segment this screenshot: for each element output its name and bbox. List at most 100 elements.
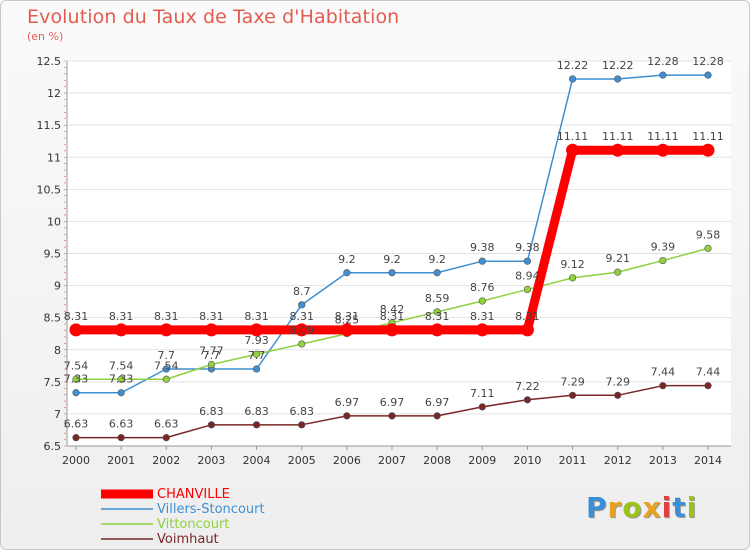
- data-label: 8.7: [293, 285, 311, 298]
- data-point: [298, 421, 306, 429]
- data-point: [614, 75, 622, 83]
- legend-label-vittoncourt: Vittoncourt: [157, 517, 230, 532]
- data-point: [478, 297, 486, 305]
- data-point: [114, 323, 128, 337]
- data-point: [162, 434, 170, 442]
- data-label: 7.7: [248, 349, 266, 362]
- data-point: [523, 396, 532, 404]
- data-point: [656, 143, 670, 157]
- y-tick-label: 6.5: [44, 440, 62, 453]
- data-label: 8.59: [425, 292, 450, 305]
- legend-swatch-villers-stoncourt: [101, 508, 153, 510]
- x-tick-label: 2004: [243, 454, 271, 467]
- y-tick-label: 9.5: [44, 248, 62, 261]
- x-tick-label: 2014: [694, 454, 722, 467]
- data-label: 8.76: [470, 281, 495, 294]
- data-point: [433, 269, 441, 277]
- data-label: 8.31: [380, 310, 405, 323]
- data-point: [704, 244, 712, 252]
- data-point: [568, 274, 577, 282]
- legend-swatch-voimhaut: [101, 538, 153, 540]
- data-label: 7.29: [605, 375, 630, 388]
- data-label: 7.54: [154, 359, 179, 372]
- data-point: [343, 269, 351, 277]
- data-label: 9.2: [428, 253, 446, 266]
- x-tick-label: 2003: [197, 454, 225, 467]
- legend-swatch-vittoncourt: [101, 523, 153, 525]
- data-label: 6.97: [380, 396, 405, 409]
- data-label: 8.25: [335, 314, 360, 327]
- data-label: 7.7: [203, 349, 221, 362]
- data-point: [614, 268, 622, 276]
- y-tick-label: 12: [47, 87, 61, 100]
- data-point: [72, 375, 80, 383]
- data-label: 9.21: [605, 252, 630, 265]
- data-label: 6.83: [289, 405, 314, 418]
- data-point: [388, 412, 396, 420]
- data-point: [72, 434, 80, 442]
- data-point: [568, 75, 577, 83]
- data-point: [250, 323, 264, 337]
- data-label: 6.97: [335, 396, 360, 409]
- data-label: 8.31: [109, 310, 134, 323]
- data-label: 7.29: [560, 375, 585, 388]
- data-label: 6.83: [199, 405, 224, 418]
- data-point: [430, 323, 444, 337]
- logo-letter: r: [607, 491, 623, 524]
- data-label: 9.2: [383, 253, 401, 266]
- data-label: 8.31: [64, 310, 89, 323]
- data-label: 6.63: [154, 418, 179, 431]
- logo-letter: o: [622, 491, 643, 524]
- data-label: 7.93: [244, 334, 269, 347]
- y-tick-label: 8: [54, 344, 61, 357]
- data-point: [704, 71, 712, 79]
- data-label: 7.33: [109, 373, 134, 386]
- data-label: 7.11: [470, 387, 495, 400]
- x-tick-label: 2005: [288, 454, 316, 467]
- data-label: 8.31: [335, 310, 360, 323]
- data-label: 9.38: [470, 241, 495, 254]
- data-label: 8.31: [470, 310, 495, 323]
- data-point: [298, 340, 306, 348]
- x-tick-label: 2012: [604, 454, 632, 467]
- legend-swatch-chanville: [101, 489, 153, 499]
- logo-letter: i: [661, 491, 673, 524]
- data-point: [520, 323, 534, 337]
- legend-label-villers-stoncourt: Villers-Stoncourt: [157, 502, 265, 517]
- data-point: [343, 412, 351, 420]
- data-point: [523, 285, 532, 294]
- x-tick-label: 2006: [333, 454, 361, 467]
- data-point: [433, 412, 441, 420]
- data-label: 8.31: [289, 310, 314, 323]
- data-label: 9.39: [651, 241, 676, 254]
- x-tick-label: 2009: [468, 454, 496, 467]
- data-label: 11.11: [647, 130, 679, 143]
- data-label: 7.54: [109, 359, 134, 372]
- legend-label-chanville: CHANVILLE: [157, 487, 230, 502]
- data-point: [159, 323, 173, 337]
- logo-letter: x: [642, 491, 662, 524]
- x-tick-label: 2010: [513, 454, 541, 467]
- data-point: [298, 301, 306, 309]
- data-label: 8.31: [199, 310, 224, 323]
- data-label: 7.44: [651, 366, 676, 379]
- logo-letter: i: [686, 491, 698, 524]
- data-point: [385, 323, 399, 337]
- data-label: 11.11: [557, 130, 589, 143]
- data-label: 6.97: [425, 396, 450, 409]
- data-label: 8.09: [289, 324, 314, 337]
- data-label: 8.31: [425, 310, 450, 323]
- proxiti-logo: Proxiti: [586, 491, 697, 524]
- data-point: [207, 360, 216, 369]
- data-point: [117, 434, 125, 442]
- data-label: 11.11: [602, 130, 634, 143]
- data-point: [701, 143, 715, 157]
- data-point: [162, 365, 170, 373]
- x-tick-label: 2000: [62, 454, 90, 467]
- data-point: [659, 256, 667, 265]
- data-label: 9.38: [515, 241, 540, 254]
- data-point: [117, 389, 125, 397]
- data-label: 12.22: [602, 59, 634, 72]
